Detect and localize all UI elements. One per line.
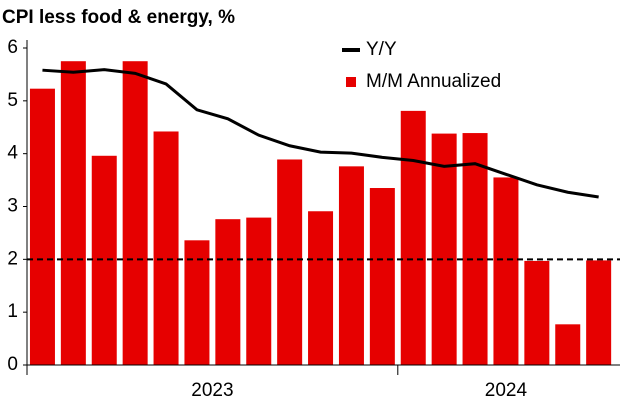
y-tick-label: 5 xyxy=(7,90,18,111)
bar xyxy=(122,61,148,365)
y-tick-label: 2 xyxy=(7,248,18,269)
bar xyxy=(91,155,117,365)
x-group-label: 2023 xyxy=(191,380,233,401)
bar xyxy=(308,211,334,365)
x-group-label: 2024 xyxy=(485,380,528,401)
y-tick-label: 6 xyxy=(7,37,18,58)
bar xyxy=(524,260,550,365)
line xyxy=(42,68,599,199)
legend-swatch xyxy=(346,77,356,87)
bar xyxy=(369,188,395,365)
bar xyxy=(431,133,457,365)
bar xyxy=(400,110,426,365)
bar xyxy=(586,260,612,365)
bar xyxy=(29,88,55,365)
legend-label: M/M Annualized xyxy=(366,71,501,92)
bar xyxy=(246,217,272,365)
bar xyxy=(338,166,364,365)
y-tick-label: 1 xyxy=(7,301,18,322)
bar xyxy=(153,131,179,365)
bar xyxy=(462,133,488,365)
legend-label: Y/Y xyxy=(366,39,397,60)
bar xyxy=(493,177,519,365)
y-tick-label: 3 xyxy=(7,196,18,217)
bar xyxy=(184,240,210,365)
chart-title: CPI less food & energy, % xyxy=(2,7,235,28)
bar xyxy=(215,219,241,365)
y-tick-label: 0 xyxy=(7,354,18,375)
bar xyxy=(277,159,303,365)
bar xyxy=(60,61,86,365)
y-tick-label: 4 xyxy=(7,143,18,164)
bar xyxy=(555,324,581,365)
